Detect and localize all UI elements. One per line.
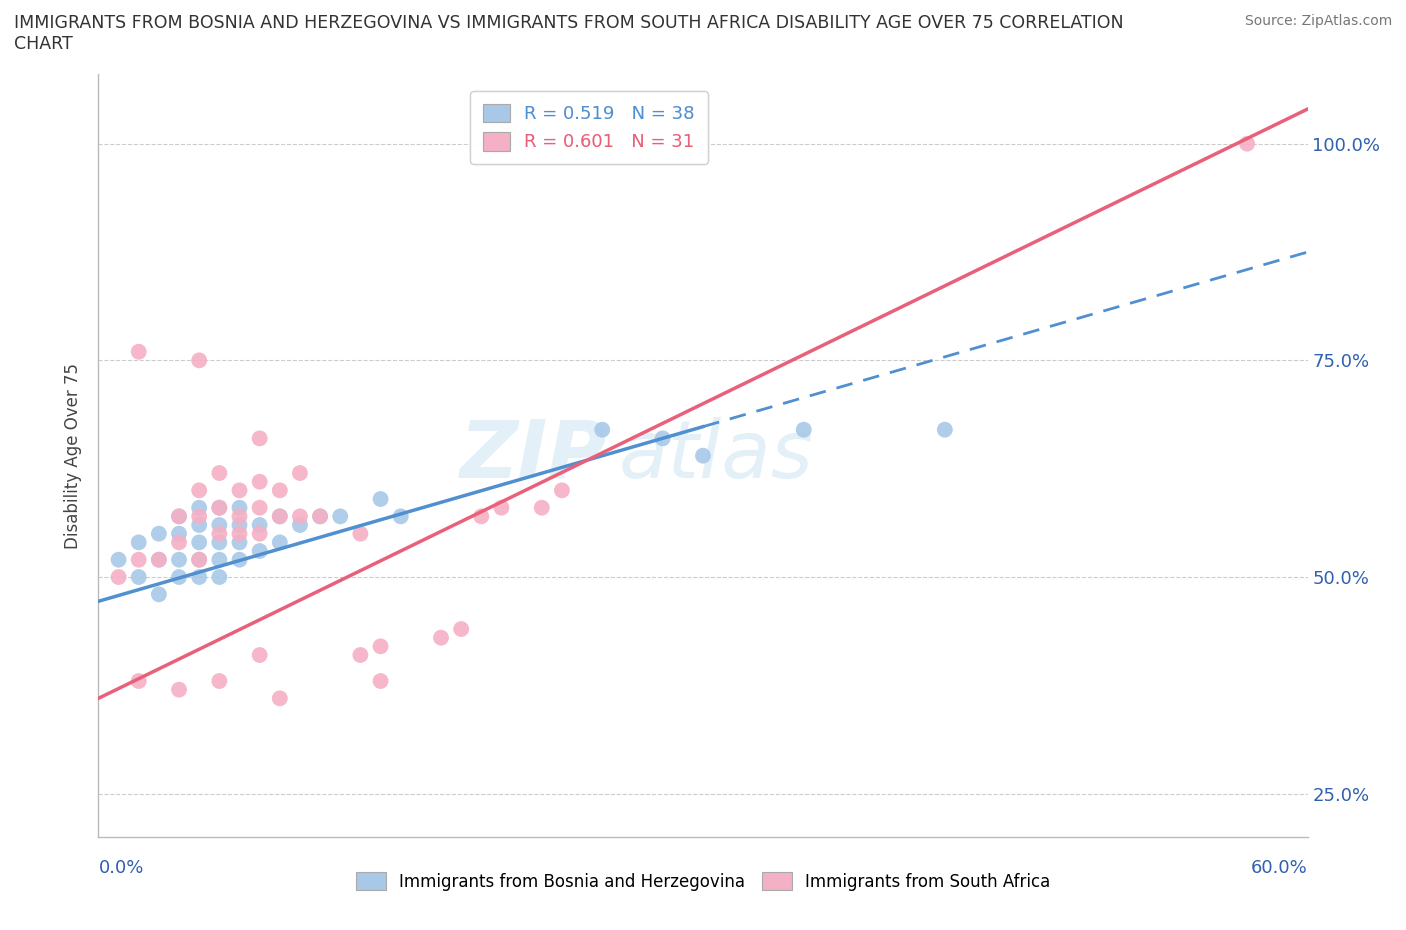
Point [167,683,190,698]
Point [148,587,170,602]
Point [188,552,211,567]
Point [208,535,231,550]
Point [249,500,271,515]
Point [188,518,211,533]
Point [208,552,231,567]
Point [208,500,231,515]
Point [208,673,231,688]
Point [249,544,271,559]
Point [208,518,231,533]
Point [430,631,453,645]
Point [208,526,231,541]
Text: ZIP: ZIP [458,417,606,495]
Point [228,483,250,498]
Point [651,431,673,445]
Point [188,500,211,515]
Point [228,552,250,567]
Point [167,535,190,550]
Point [793,422,815,437]
Point [491,500,513,515]
Text: atlas: atlas [619,417,813,495]
Point [530,500,553,515]
Point [329,509,352,524]
Point [208,569,231,584]
Point [269,509,291,524]
Point [188,509,211,524]
Point [148,526,170,541]
Point [188,552,211,567]
Point [128,552,150,567]
Point [228,535,250,550]
Text: IMMIGRANTS FROM BOSNIA AND HERZEGOVINA VS IMMIGRANTS FROM SOUTH AFRICA DISABILIT: IMMIGRANTS FROM BOSNIA AND HERZEGOVINA V… [14,14,1123,32]
Point [167,552,190,567]
Point [349,647,371,662]
Point [249,431,271,445]
Point [188,353,211,368]
Point [228,518,250,533]
Point [934,422,956,437]
Point [208,466,231,481]
Point [349,526,371,541]
Point [249,474,271,489]
Point [128,569,150,584]
Text: 0.0%: 0.0% [98,858,143,877]
Point [269,483,291,498]
Point [188,483,211,498]
Point [551,483,574,498]
Point [228,500,250,515]
Point [148,552,170,567]
Point [188,535,211,550]
Point [370,492,392,507]
Legend: R = 0.519   N = 38, R = 0.601   N = 31: R = 0.519 N = 38, R = 0.601 N = 31 [470,91,707,164]
Point [450,621,472,636]
Point [692,448,714,463]
Point [309,509,332,524]
Point [148,552,170,567]
Point [128,535,150,550]
Point [249,647,271,662]
Point [167,509,190,524]
Point [107,552,129,567]
Point [269,691,291,706]
Point [288,518,311,533]
Point [167,509,190,524]
Y-axis label: Disability Age Over 75: Disability Age Over 75 [65,363,83,549]
Point [389,509,412,524]
Point [288,509,311,524]
Text: Source: ZipAtlas.com: Source: ZipAtlas.com [1244,14,1392,28]
Text: 60.0%: 60.0% [1251,858,1308,877]
Point [370,673,392,688]
Point [188,569,211,584]
Point [591,422,613,437]
Point [269,535,291,550]
Point [249,518,271,533]
Point [309,509,332,524]
Point [1236,137,1258,152]
Text: CHART: CHART [14,35,73,53]
Point [208,500,231,515]
Point [370,639,392,654]
Point [167,569,190,584]
Point [249,526,271,541]
Point [470,509,492,524]
Point [269,509,291,524]
Point [128,673,150,688]
Point [228,526,250,541]
Point [107,569,129,584]
Point [167,526,190,541]
Point [288,466,311,481]
Point [128,344,150,359]
Point [228,509,250,524]
